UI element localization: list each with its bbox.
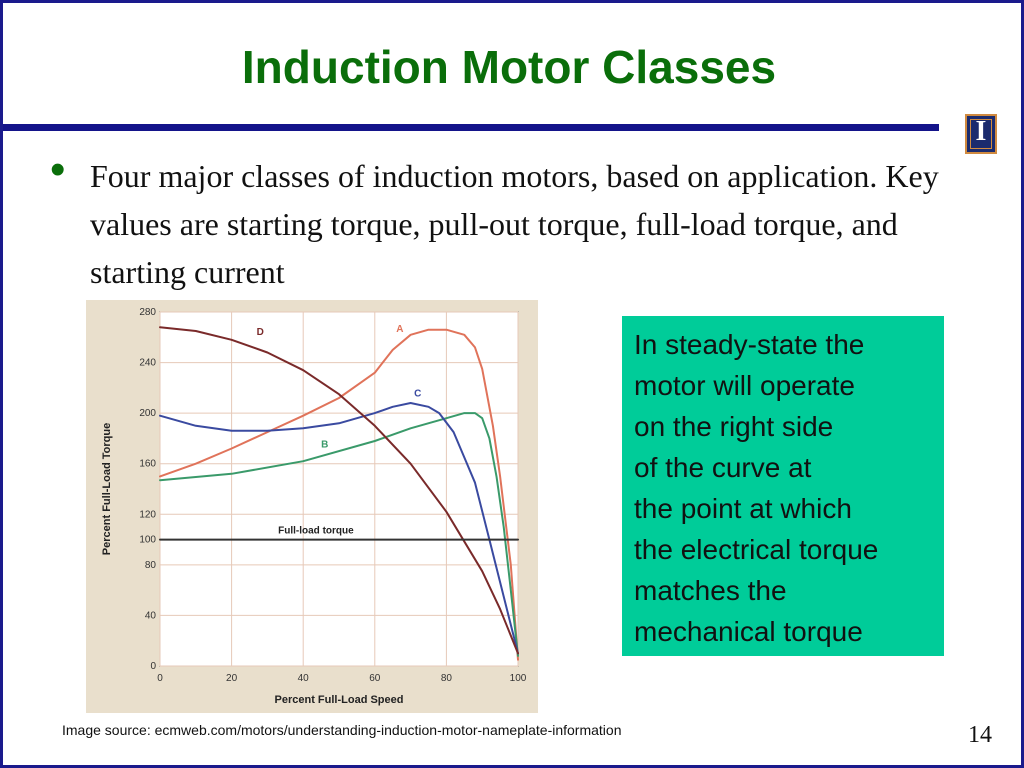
x-tick-label: 100 (510, 673, 527, 684)
note-line: motor will operate (634, 370, 855, 401)
y-axis-label: Percent Full-Load Torque (101, 423, 113, 555)
bullet-text: Four major classes of induction motors, … (90, 158, 939, 290)
note-box: In steady-state the motor will operate o… (622, 316, 944, 656)
y-tick-label: 120 (139, 509, 156, 520)
x-tick-label: 80 (441, 673, 453, 684)
logo-glyph: I (975, 116, 987, 147)
y-tick-label: 200 (139, 408, 156, 419)
y-tick-label: 80 (145, 560, 157, 571)
y-tick-label: 280 (139, 307, 156, 318)
note-line: the electrical torque (634, 534, 879, 565)
series-line-c (159, 402, 519, 655)
y-tick-label: 160 (139, 459, 156, 470)
torque-speed-chart: 0 20 40 60 80 100 0 40 80 100 120 160 200 240 280 Perce… (86, 300, 538, 713)
note-line: mechanical torque (634, 616, 863, 647)
note-line: on the right side (634, 411, 834, 442)
note-line: In steady-state the (634, 329, 865, 360)
plot-area (159, 311, 519, 667)
university-logo: I (965, 114, 997, 154)
x-axis-label: Percent Full-Load Speed (275, 694, 404, 706)
series-line-b (159, 412, 519, 657)
x-tick-label: 40 (298, 673, 310, 684)
series-line-d (159, 326, 519, 655)
y-tick-label: 40 (145, 610, 157, 621)
y-tick-label: 100 (139, 535, 156, 546)
series-label: D (257, 327, 264, 338)
slide-title: Induction Motor Classes (241, 41, 777, 93)
series-label: C (414, 389, 421, 400)
image-source: Image source: ecmweb.com/motors/understa… (62, 722, 622, 738)
note-line: of the curve at (634, 452, 812, 483)
series-label: Full-load torque (278, 525, 354, 536)
y-tick-label: 240 (139, 358, 156, 369)
x-tick-label: 60 (369, 673, 381, 684)
x-tick-label: 0 (157, 673, 163, 684)
bullet-icon: • (50, 145, 66, 194)
series-label: B (321, 439, 328, 450)
note-line: matches the (634, 575, 787, 606)
y-tick-label: 0 (150, 661, 156, 672)
logo-border (970, 119, 992, 149)
note-line: the point at which (634, 493, 852, 524)
page-number: 14 (968, 722, 992, 748)
title-rule (3, 124, 939, 131)
series-line-a (159, 328, 519, 661)
series-label: A (396, 324, 403, 335)
chart-layer: 0 20 40 60 80 100 0 40 80 100 120 160 200 240 280 Perce… (101, 307, 527, 706)
x-tick-label: 20 (226, 673, 238, 684)
